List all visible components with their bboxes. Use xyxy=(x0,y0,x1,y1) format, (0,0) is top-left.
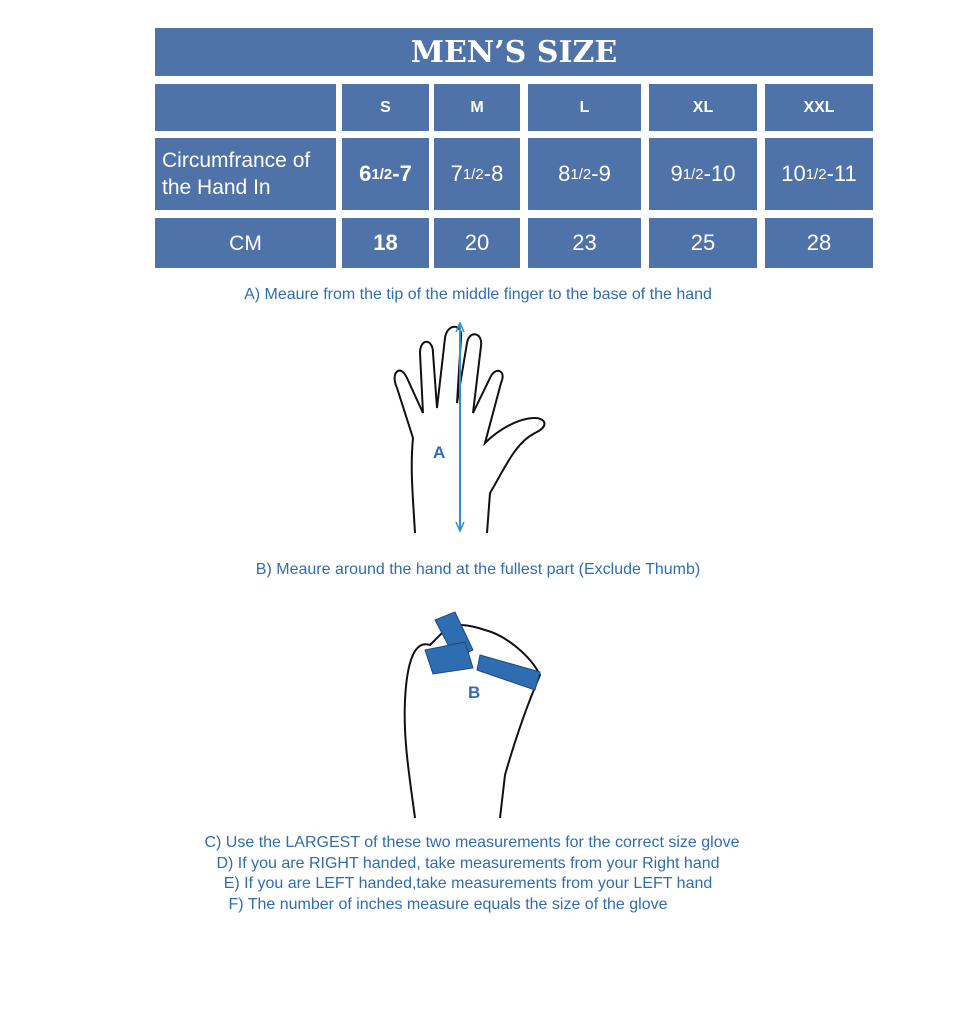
hand-length-illustration: A xyxy=(393,321,546,534)
fraction: 1/2 xyxy=(682,165,704,183)
whole: 10 xyxy=(781,161,806,186)
fraction: 1/2 xyxy=(570,165,592,183)
cm-value: 20 xyxy=(434,218,520,268)
circumference-value: 9 1/2 -10 xyxy=(649,138,757,210)
step-a-text: A) Meaure from the tip of the middle fin… xyxy=(244,286,712,303)
instruction-line: E) If you are LEFT handed,take measureme… xyxy=(223,875,713,892)
circumference-label: Circumfrance of the Hand In xyxy=(155,138,336,210)
cm-label: CM xyxy=(155,218,336,268)
circumference-value: 7 1/2 -8 xyxy=(434,138,520,210)
rest: -9 xyxy=(591,161,611,186)
size-header-2: L xyxy=(528,84,641,131)
rest: -7 xyxy=(392,161,412,186)
instruction-line: D) If you are RIGHT handed, take measure… xyxy=(216,854,720,872)
fraction: 1/2 xyxy=(371,165,393,183)
rest: -10 xyxy=(703,161,736,186)
size-header-3: XL xyxy=(649,84,757,131)
hand-circumference-illustration: B xyxy=(403,611,542,819)
label-b: B xyxy=(468,683,480,702)
size-header-4: XXL xyxy=(765,84,873,131)
header-empty-cell xyxy=(155,84,336,131)
cm-value: 28 xyxy=(765,218,873,268)
size-header-0: S xyxy=(342,84,429,131)
fraction: 1/2 xyxy=(462,165,484,183)
cm-value: 23 xyxy=(528,218,641,268)
cm-value: 25 xyxy=(649,218,757,268)
whole: 8 xyxy=(558,161,571,186)
fraction: 1/2 xyxy=(805,165,827,183)
whole: 6 xyxy=(359,161,372,186)
whole: 7 xyxy=(450,161,463,186)
rest: -11 xyxy=(826,161,857,186)
label-a: A xyxy=(433,443,445,462)
size-header-1: M xyxy=(434,84,520,131)
whole: 9 xyxy=(670,161,683,186)
cm-value: 18 xyxy=(342,218,429,268)
step-b-text: B) Meaure around the hand at the fullest… xyxy=(255,561,701,578)
circumference-value: 6 1/2 -7 xyxy=(342,138,429,210)
table-title: MEN’S SIZE xyxy=(155,28,873,76)
instruction-line: C) Use the LARGEST of these two measurem… xyxy=(204,834,740,851)
circumference-value: 10 1/2 -11 xyxy=(765,138,873,210)
circumference-value: 8 1/2 -9 xyxy=(528,138,641,210)
rest: -8 xyxy=(483,161,504,186)
instruction-line: F) The number of inches measure equals t… xyxy=(228,895,668,913)
